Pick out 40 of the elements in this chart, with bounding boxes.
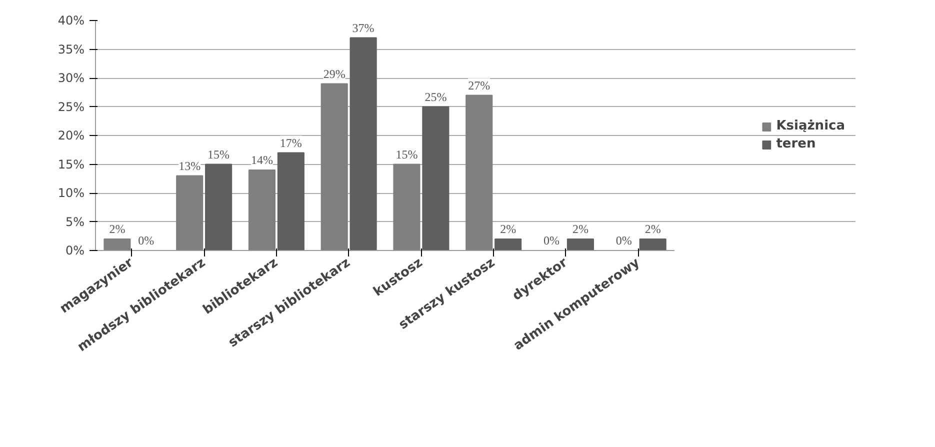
- y-tick-label: 30%: [58, 71, 84, 85]
- bar: [466, 94, 493, 250]
- data-label: 2%: [572, 222, 588, 236]
- bar: [104, 238, 131, 250]
- data-label: 15%: [396, 147, 418, 162]
- data-label: 25%: [424, 90, 447, 104]
- data-label: 0%: [616, 234, 632, 248]
- bar: [494, 238, 522, 250]
- y-tick-label: 40%: [58, 14, 84, 28]
- y-tick-label: 10%: [58, 186, 84, 200]
- data-label: 2%: [500, 222, 516, 236]
- bar: [422, 106, 450, 250]
- bar: [176, 175, 204, 250]
- bar: [393, 164, 420, 250]
- data-label: 17%: [280, 136, 302, 150]
- data-label: 0%: [544, 234, 560, 248]
- data-label: 2%: [109, 222, 126, 236]
- data-label: 0%: [138, 234, 154, 248]
- y-tick-label: 5%: [65, 214, 85, 229]
- data-label: 27%: [468, 78, 490, 92]
- data-label: 15%: [208, 147, 230, 162]
- bar: [277, 152, 304, 250]
- data-label: 14%: [250, 153, 273, 167]
- y-tick-label: 15%: [58, 157, 84, 172]
- data-label: 13%: [178, 158, 201, 173]
- bar: [320, 83, 348, 250]
- bar: [639, 238, 666, 250]
- legend-label: Książnica: [776, 118, 845, 134]
- bar: [248, 170, 276, 250]
- y-tick-label: 0%: [65, 244, 85, 258]
- legend-label: teren: [776, 136, 816, 152]
- bar: [350, 37, 377, 250]
- data-label: 29%: [323, 66, 346, 81]
- bar: [566, 238, 594, 250]
- data-label: 2%: [644, 222, 661, 236]
- y-tick-label: 25%: [58, 100, 84, 114]
- bar: [205, 164, 232, 250]
- y-tick-label: 20%: [58, 128, 84, 142]
- data-label: 37%: [352, 20, 374, 35]
- y-tick-label: 35%: [58, 42, 84, 56]
